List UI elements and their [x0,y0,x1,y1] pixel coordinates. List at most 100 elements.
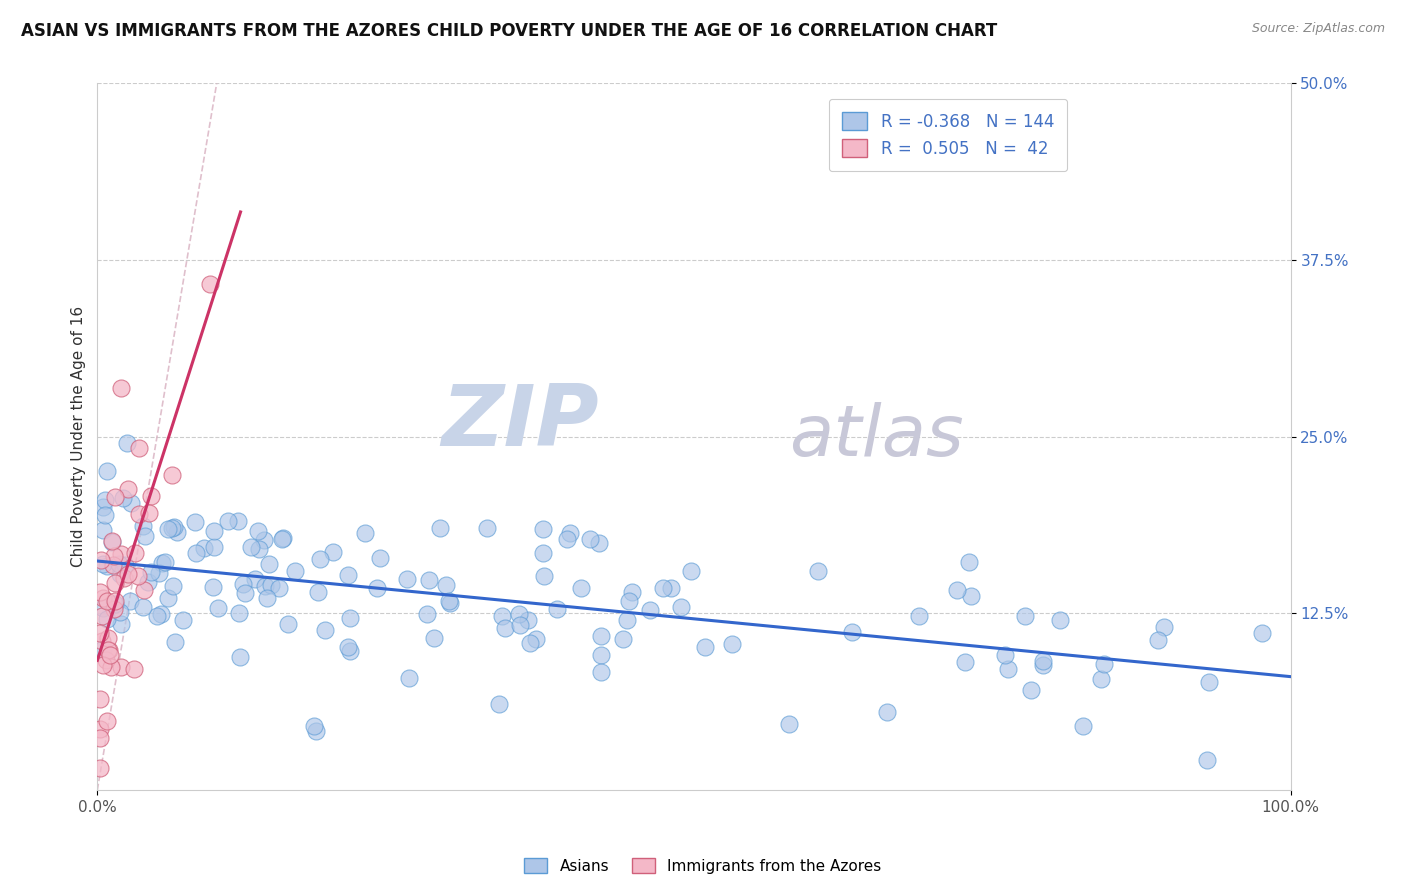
Point [434,578,457,592]
Point [254,579,277,593]
Point [284,564,307,578]
Point [1251,625,1274,640]
Point [100,660,122,674]
Point [589,629,612,643]
Point [89,692,111,706]
Point [555,532,578,546]
Point [127,569,149,583]
Point [128,441,150,455]
Point [1092,657,1115,671]
Point [314,624,336,638]
Point [91,600,114,615]
Point [141,489,163,503]
Point [661,582,683,596]
Point [157,522,180,536]
Point [120,594,142,608]
Point [778,717,800,731]
Point [157,591,180,606]
Point [579,532,602,546]
Point [91,500,114,514]
Point [163,520,186,534]
Point [616,614,638,628]
Point [269,581,291,595]
Point [309,551,332,566]
Point [1049,613,1071,627]
Point [1147,633,1170,648]
Point [138,506,160,520]
Point [91,591,114,605]
Point [247,541,270,556]
Point [202,540,225,554]
Point [98,643,121,657]
Point [366,581,388,595]
Point [201,580,224,594]
Point [876,705,898,719]
Point [907,608,929,623]
Point [148,566,170,581]
Point [524,632,547,647]
Point [193,541,215,556]
Point [155,555,177,569]
Point [186,546,208,560]
Point [233,585,256,599]
Point [162,579,184,593]
Point [172,613,194,627]
Point [519,636,541,650]
Point [228,606,250,620]
Point [531,522,554,536]
Point [96,594,118,608]
Point [112,571,135,585]
Point [277,617,299,632]
Point [108,567,131,582]
Point [423,631,446,645]
Point [104,598,127,612]
Point [517,613,540,627]
Point [103,549,125,563]
Text: ASIAN VS IMMIGRANTS FROM THE AZORES CHILD POVERTY UNDER THE AGE OF 16 CORRELATIO: ASIAN VS IMMIGRANTS FROM THE AZORES CHIL… [21,22,997,40]
Point [97,631,120,645]
Point [104,490,127,504]
Point [946,582,969,597]
Point [957,555,980,569]
Point [304,719,326,733]
Point [494,621,516,635]
Point [339,644,361,658]
Point [305,723,328,738]
Point [339,611,361,625]
Point [589,665,612,679]
Point [114,558,136,572]
Point [94,493,117,508]
Point [475,521,498,535]
Point [96,464,118,478]
Point [103,602,125,616]
Y-axis label: Child Poverty Under the Age of 16: Child Poverty Under the Age of 16 [72,306,86,567]
Point [721,637,744,651]
Legend: Asians, Immigrants from the Azores: Asians, Immigrants from the Azores [519,852,887,880]
Point [117,567,139,582]
Point [429,521,451,535]
Point [588,536,610,550]
Point [273,531,295,545]
Point [259,557,281,571]
Point [122,662,145,676]
Text: ZIP: ZIP [441,381,599,464]
Point [1032,654,1054,668]
Point [217,514,239,528]
Point [104,575,127,590]
Point [955,655,977,669]
Point [997,662,1019,676]
Point [395,572,418,586]
Point [131,599,153,614]
Point [353,526,375,541]
Point [336,567,359,582]
Point [104,594,127,608]
Point [131,519,153,533]
Text: Source: ZipAtlas.com: Source: ZipAtlas.com [1251,22,1385,36]
Point [91,523,114,537]
Point [612,632,634,647]
Point [89,584,111,599]
Point [243,572,266,586]
Point [240,541,263,555]
Point [117,482,139,496]
Point [90,634,112,648]
